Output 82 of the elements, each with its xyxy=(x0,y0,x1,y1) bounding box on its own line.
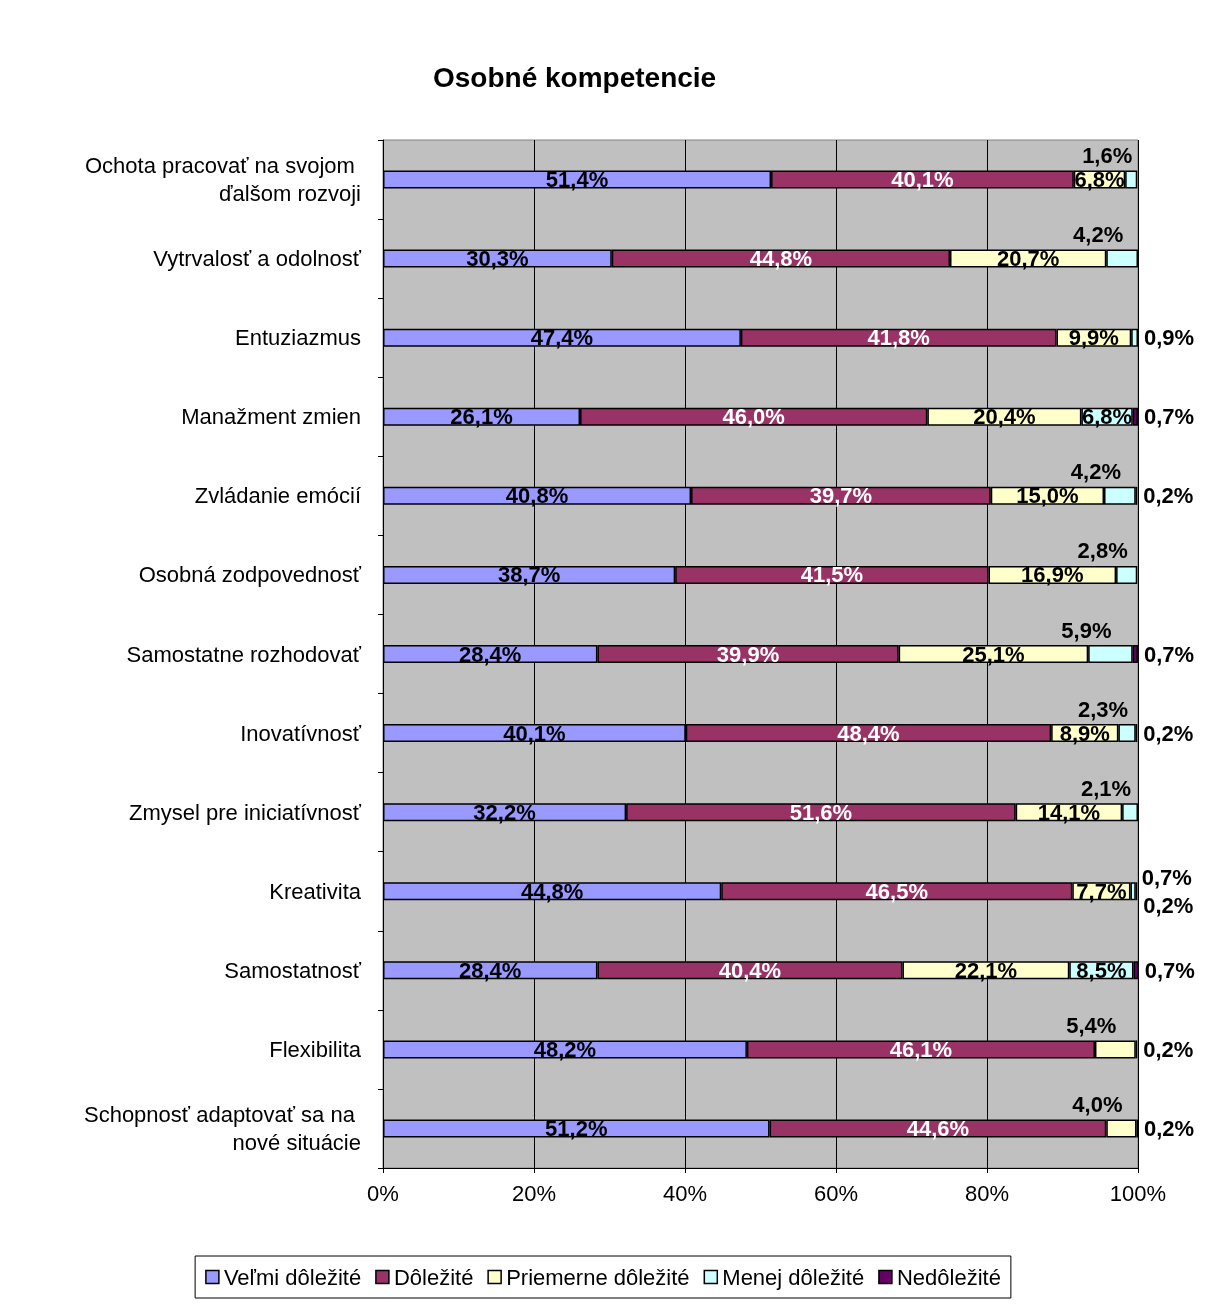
data-label: 26,1% xyxy=(450,404,513,430)
data-label: 39,9% xyxy=(716,641,780,667)
data-label: 5,4% xyxy=(1066,1012,1117,1038)
data-label: 38,7% xyxy=(497,562,561,588)
chart-title: Osobné kompetencie xyxy=(433,61,717,93)
data-label: 2,1% xyxy=(1080,775,1132,801)
data-label: 4,2% xyxy=(1070,459,1121,485)
data-label: 48,2% xyxy=(533,1036,597,1062)
data-label: 0,2% xyxy=(1143,720,1194,746)
data-label: 40,1% xyxy=(891,167,954,193)
data-label: 8,9% xyxy=(1059,720,1110,746)
data-label: 46,1% xyxy=(889,1036,953,1062)
data-label: 44,6% xyxy=(906,1115,970,1141)
data-label: 16,9% xyxy=(1021,562,1084,588)
y-tick-label: Samostatnosť xyxy=(224,957,362,983)
x-tick-label: 40% xyxy=(662,1180,708,1206)
data-label: 51,2% xyxy=(545,1115,608,1141)
y-tick-label: Osobná zodpovednosť xyxy=(138,562,362,588)
data-label: 8,5% xyxy=(1076,957,1127,983)
data-label: 28,4% xyxy=(459,957,522,983)
data-label: 5,9% xyxy=(1061,617,1112,643)
y-tick-label: Kreativita xyxy=(269,878,362,904)
data-label: 48,4% xyxy=(837,720,900,746)
data-label: 47,4% xyxy=(530,325,594,351)
y-tick-label: Zmysel pre iniciatívnosť xyxy=(129,799,362,825)
legend-label: Dôležité xyxy=(393,1264,474,1290)
data-label: 0,7% xyxy=(1141,864,1192,890)
y-tick-label: Schopnosť adaptovať sa na nové situácie xyxy=(83,1101,361,1155)
data-label: 0,7% xyxy=(1144,641,1195,667)
data-label: 2,8% xyxy=(1077,538,1128,564)
data-label: 28,4% xyxy=(459,641,522,667)
x-tick-label: 80% xyxy=(964,1180,1010,1206)
data-label: 4,0% xyxy=(1072,1091,1123,1117)
data-label: 40,8% xyxy=(505,483,569,509)
y-tick-label: Flexibilita xyxy=(269,1036,362,1062)
data-label: 0,2% xyxy=(1143,483,1194,509)
y-tick-label: Zvládanie emócií xyxy=(194,483,361,509)
data-label: 44,8% xyxy=(520,878,584,904)
legend-label: Nedôležité xyxy=(896,1264,1001,1290)
data-label: 14,1% xyxy=(1037,799,1101,825)
data-label: 41,8% xyxy=(867,325,930,351)
data-label: 20,4% xyxy=(973,404,1036,430)
data-label: 4,2% xyxy=(1073,222,1124,248)
data-label: 0,7% xyxy=(1144,957,1195,983)
data-label: 0,2% xyxy=(1144,1115,1195,1141)
x-tick-label: 60% xyxy=(813,1180,859,1206)
legend-label: Veľmi dôležité xyxy=(223,1264,362,1290)
data-label: 0,7% xyxy=(1144,404,1195,430)
data-label: 32,2% xyxy=(473,799,536,825)
data-label: 20,7% xyxy=(996,246,1060,272)
data-label: 46,0% xyxy=(722,404,785,430)
legend-label: Menej dôležité xyxy=(722,1264,865,1290)
data-label: 2,3% xyxy=(1077,696,1129,722)
y-tick-label: Manažment zmien xyxy=(181,404,361,430)
data-label: 6,8% xyxy=(1074,167,1125,193)
y-tick-label: Ochota pracovať na svojom ďalšom rozvoji xyxy=(84,153,361,207)
data-label: 41,5% xyxy=(800,562,864,588)
data-label: 25,1% xyxy=(962,641,1025,667)
data-label: 51,6% xyxy=(789,799,853,825)
data-label: 30,3% xyxy=(466,246,529,272)
data-label: 0,2% xyxy=(1143,892,1194,918)
x-tick-label: 20% xyxy=(511,1180,557,1206)
legend-label: Priemerne dôležité xyxy=(506,1264,690,1290)
data-label: 1,6% xyxy=(1082,143,1133,169)
data-label: 40,1% xyxy=(503,720,566,746)
y-tick-label: Entuziazmus xyxy=(235,325,361,351)
y-tick-label: Samostatne rozhodovať xyxy=(126,641,362,667)
y-tick-label: Inovatívnosť xyxy=(240,720,362,746)
data-label: 0,2% xyxy=(1143,1036,1194,1062)
data-label: 9,9% xyxy=(1068,325,1119,351)
data-label: 0,9% xyxy=(1144,325,1195,351)
data-label: 22,1% xyxy=(954,957,1018,983)
data-label: 15,0% xyxy=(1016,483,1079,509)
y-tick-label: Vytrvalosť a odolnosť xyxy=(153,246,362,272)
data-label: 44,8% xyxy=(749,246,813,272)
data-label: 46,5% xyxy=(865,878,928,904)
x-tick-label: 100% xyxy=(1109,1180,1167,1206)
data-label: 40,4% xyxy=(718,957,782,983)
data-label: 39,7% xyxy=(809,483,873,509)
data-label: 51,4% xyxy=(545,167,609,193)
data-label: 7,7% xyxy=(1076,878,1127,904)
x-tick-label: 0% xyxy=(367,1180,399,1206)
